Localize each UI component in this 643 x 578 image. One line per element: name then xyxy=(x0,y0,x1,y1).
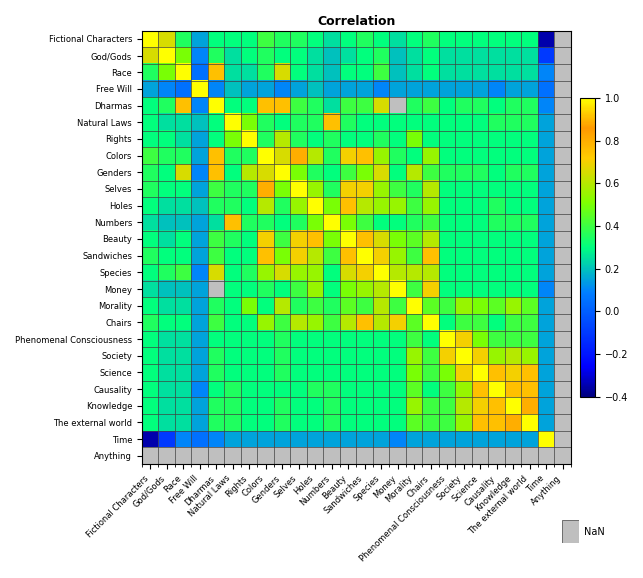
Title: Correlation: Correlation xyxy=(317,15,395,28)
Text: NaN: NaN xyxy=(584,527,604,537)
